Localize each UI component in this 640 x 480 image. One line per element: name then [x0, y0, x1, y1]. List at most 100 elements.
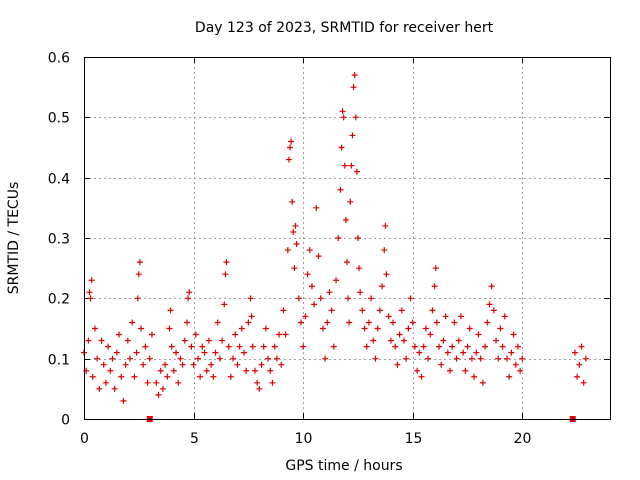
data-point	[317, 295, 324, 302]
data-point	[514, 343, 521, 350]
data-point	[251, 367, 258, 374]
data-point	[363, 343, 370, 350]
data-point	[205, 337, 212, 344]
data-point	[230, 355, 237, 362]
x-tick-label: 10	[295, 431, 313, 447]
data-point	[418, 373, 425, 380]
data-point	[273, 355, 280, 362]
data-point	[88, 277, 95, 284]
x-axis-label: GPS time / hours	[285, 458, 402, 474]
data-point	[405, 325, 412, 332]
data-point	[91, 325, 98, 332]
data-point	[346, 319, 353, 326]
data-point	[304, 271, 311, 278]
data-point	[192, 331, 199, 338]
data-point	[352, 114, 359, 121]
data-point	[280, 307, 287, 314]
data-point	[256, 385, 263, 392]
data-point	[414, 367, 421, 374]
data-point	[429, 307, 436, 314]
data-point	[449, 343, 456, 350]
data-point	[293, 241, 300, 248]
y-tick-label: 0.3	[48, 232, 70, 248]
data-point	[372, 355, 379, 362]
data-point	[376, 307, 383, 314]
x-tick-label: 15	[405, 431, 423, 447]
data-point	[493, 337, 500, 344]
data-point	[227, 373, 234, 380]
data-point	[86, 289, 93, 296]
data-point	[438, 361, 445, 368]
data-point	[322, 355, 329, 362]
data-point	[216, 355, 223, 362]
data-point	[85, 337, 92, 344]
data-point	[407, 295, 414, 302]
data-point	[258, 361, 265, 368]
data-points	[81, 72, 589, 422]
data-point	[157, 367, 164, 374]
data-point	[490, 307, 497, 314]
data-point	[249, 343, 256, 350]
data-point	[170, 367, 177, 374]
data-point	[497, 325, 504, 332]
data-point	[582, 355, 589, 362]
data-point	[337, 186, 344, 193]
plot-frame	[84, 57, 611, 420]
data-point	[238, 325, 245, 332]
y-tick-label: 0.1	[48, 353, 70, 369]
data-point	[324, 319, 331, 326]
data-point	[164, 373, 171, 380]
data-point	[471, 373, 478, 380]
data-point	[431, 283, 438, 290]
data-point	[330, 343, 337, 350]
data-point	[94, 355, 101, 362]
data-point	[214, 319, 221, 326]
data-point	[181, 337, 188, 344]
data-point	[479, 379, 486, 386]
x-tick-labels: 0 5 10 15 20	[80, 431, 531, 447]
data-point	[338, 144, 345, 151]
data-point	[519, 355, 526, 362]
data-point	[302, 313, 309, 320]
data-point	[351, 72, 358, 79]
data-point	[122, 361, 129, 368]
data-point	[135, 271, 142, 278]
data-point	[133, 349, 140, 356]
data-point	[134, 295, 141, 302]
data-point	[306, 247, 313, 254]
data-point	[400, 337, 407, 344]
data-point	[285, 156, 292, 163]
data-point	[350, 84, 357, 91]
data-point	[175, 379, 182, 386]
data-point	[219, 337, 226, 344]
data-point	[436, 343, 443, 350]
data-point	[368, 295, 375, 302]
data-point	[495, 355, 502, 362]
data-point	[466, 325, 473, 332]
data-point	[159, 385, 166, 392]
data-point	[240, 349, 247, 356]
chart-title: Day 123 of 2023, SRMTID for receiver her…	[195, 20, 494, 36]
data-point	[425, 355, 432, 362]
data-point	[510, 331, 517, 338]
data-point	[288, 138, 295, 145]
data-point	[292, 222, 299, 229]
data-point	[116, 331, 123, 338]
data-point	[311, 301, 318, 308]
data-point	[347, 198, 354, 205]
data-point	[571, 349, 578, 356]
data-point	[499, 343, 506, 350]
data-point	[96, 385, 103, 392]
data-point	[348, 162, 355, 169]
data-point	[248, 313, 255, 320]
data-point	[390, 319, 397, 326]
data-point	[420, 343, 427, 350]
data-point	[113, 349, 120, 356]
data-point	[146, 355, 153, 362]
data-point	[287, 144, 294, 151]
data-point	[361, 325, 368, 332]
data-point	[484, 319, 491, 326]
data-point	[155, 391, 162, 398]
